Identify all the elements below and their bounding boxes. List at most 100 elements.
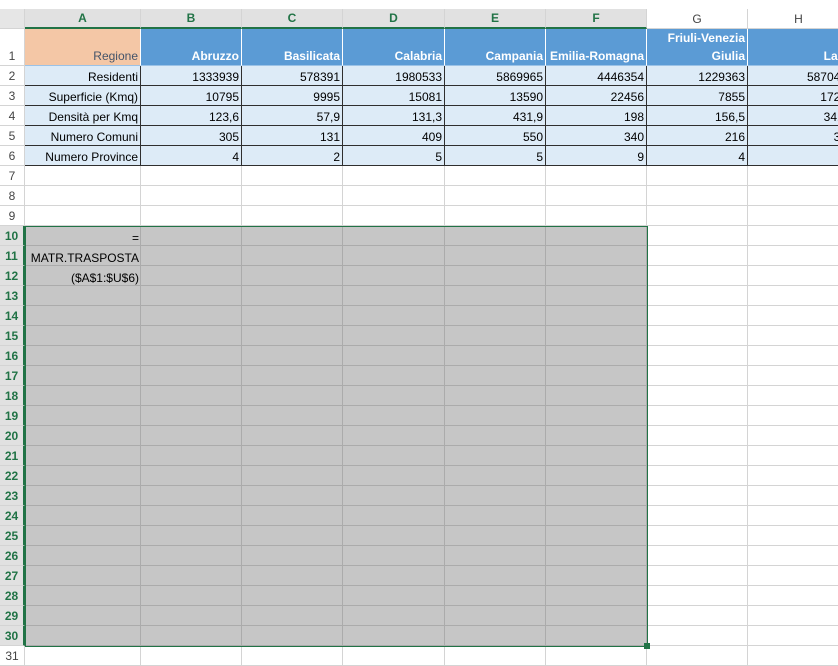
- data-cell[interactable]: 7855: [647, 86, 748, 106]
- data-cell[interactable]: 4446354: [546, 66, 647, 86]
- selected-cell[interactable]: [445, 426, 546, 446]
- selected-cell[interactable]: [242, 546, 343, 566]
- cell[interactable]: [647, 226, 748, 246]
- selected-cell[interactable]: [25, 466, 141, 486]
- data-cell[interactable]: 431,9: [445, 106, 546, 126]
- cell[interactable]: [445, 646, 546, 666]
- selected-cell[interactable]: [546, 406, 647, 426]
- cell[interactable]: [445, 166, 546, 186]
- selected-cell[interactable]: [242, 366, 343, 386]
- row-header[interactable]: 27: [0, 566, 25, 586]
- row-header[interactable]: 31: [0, 646, 25, 666]
- cell[interactable]: [647, 246, 748, 266]
- data-cell[interactable]: 9: [546, 146, 647, 166]
- cell[interactable]: [647, 306, 748, 326]
- row-header[interactable]: 5: [0, 126, 25, 146]
- cell[interactable]: [546, 646, 647, 666]
- selected-cell[interactable]: [546, 466, 647, 486]
- data-cell[interactable]: 4: [141, 146, 242, 166]
- selected-cell[interactable]: [242, 626, 343, 646]
- cell[interactable]: [748, 226, 838, 246]
- data-cell[interactable]: [748, 146, 838, 166]
- selected-cell[interactable]: [242, 326, 343, 346]
- row-header[interactable]: 6: [0, 146, 25, 166]
- data-cell[interactable]: 2: [242, 146, 343, 166]
- cell[interactable]: [748, 586, 838, 606]
- selected-cell[interactable]: [546, 366, 647, 386]
- data-cell[interactable]: 1720: [748, 86, 838, 106]
- cell[interactable]: [748, 286, 838, 306]
- cell[interactable]: [748, 486, 838, 506]
- selected-cell[interactable]: [141, 266, 242, 286]
- selected-cell[interactable]: [25, 426, 141, 446]
- cell[interactable]: [748, 466, 838, 486]
- selected-cell[interactable]: [25, 346, 141, 366]
- selected-cell[interactable]: [141, 526, 242, 546]
- cell[interactable]: [25, 166, 141, 186]
- data-cell[interactable]: 1980533: [343, 66, 445, 86]
- selected-cell[interactable]: [343, 366, 445, 386]
- header-cell[interactable]: Emilia-Romagna: [546, 29, 647, 66]
- selected-cell[interactable]: [25, 526, 141, 546]
- selected-cell[interactable]: [546, 446, 647, 466]
- data-cell[interactable]: 305: [141, 126, 242, 146]
- column-header[interactable]: G: [647, 9, 748, 29]
- row-header[interactable]: 21: [0, 446, 25, 466]
- selected-cell[interactable]: [343, 566, 445, 586]
- row-header[interactable]: 20: [0, 426, 25, 446]
- header-cell[interactable]: Lazi: [748, 29, 838, 66]
- row-header[interactable]: 16: [0, 346, 25, 366]
- data-cell[interactable]: 123,6: [141, 106, 242, 126]
- data-cell[interactable]: 216: [647, 126, 748, 146]
- cell[interactable]: [647, 426, 748, 446]
- cell[interactable]: [748, 246, 838, 266]
- selected-cell[interactable]: [141, 326, 242, 346]
- cell[interactable]: [25, 186, 141, 206]
- selected-cell[interactable]: [242, 486, 343, 506]
- selected-cell[interactable]: [343, 286, 445, 306]
- selected-cell[interactable]: [445, 586, 546, 606]
- data-cell[interactable]: 131,3: [343, 106, 445, 126]
- cell[interactable]: [748, 546, 838, 566]
- selected-cell[interactable]: [25, 386, 141, 406]
- data-cell[interactable]: 15081: [343, 86, 445, 106]
- cell[interactable]: [647, 546, 748, 566]
- selected-cell[interactable]: [242, 286, 343, 306]
- data-cell[interactable]: 131: [242, 126, 343, 146]
- selected-cell[interactable]: [242, 386, 343, 406]
- cell[interactable]: [343, 186, 445, 206]
- header-cell[interactable]: Basilicata: [242, 29, 343, 66]
- data-cell[interactable]: 13590: [445, 86, 546, 106]
- selected-cell[interactable]: [546, 386, 647, 406]
- data-cell[interactable]: 10795: [141, 86, 242, 106]
- selected-cell[interactable]: [445, 326, 546, 346]
- selected-cell[interactable]: [242, 406, 343, 426]
- selected-cell[interactable]: [343, 386, 445, 406]
- cell[interactable]: [748, 506, 838, 526]
- row-header[interactable]: 13: [0, 286, 25, 306]
- selected-cell[interactable]: [343, 606, 445, 626]
- cell[interactable]: [25, 206, 141, 226]
- selected-cell[interactable]: [141, 446, 242, 466]
- selected-cell[interactable]: [141, 406, 242, 426]
- selected-cell[interactable]: [445, 246, 546, 266]
- row-header[interactable]: 4: [0, 106, 25, 126]
- header-cell[interactable]: Campania: [445, 29, 546, 66]
- selected-cell[interactable]: [141, 606, 242, 626]
- selected-cell[interactable]: [25, 606, 141, 626]
- selected-cell[interactable]: [25, 546, 141, 566]
- selected-cell[interactable]: [242, 566, 343, 586]
- selected-cell[interactable]: [242, 426, 343, 446]
- cell[interactable]: [647, 606, 748, 626]
- selected-cell[interactable]: [343, 406, 445, 426]
- selected-cell[interactable]: [343, 526, 445, 546]
- selected-cell[interactable]: [25, 506, 141, 526]
- selected-cell[interactable]: [343, 326, 445, 346]
- cell[interactable]: [748, 206, 838, 226]
- cell[interactable]: [647, 446, 748, 466]
- selected-cell[interactable]: [343, 486, 445, 506]
- selected-cell[interactable]: [343, 626, 445, 646]
- selected-cell[interactable]: [343, 246, 445, 266]
- cell[interactable]: [647, 566, 748, 586]
- column-header[interactable]: C: [242, 9, 343, 29]
